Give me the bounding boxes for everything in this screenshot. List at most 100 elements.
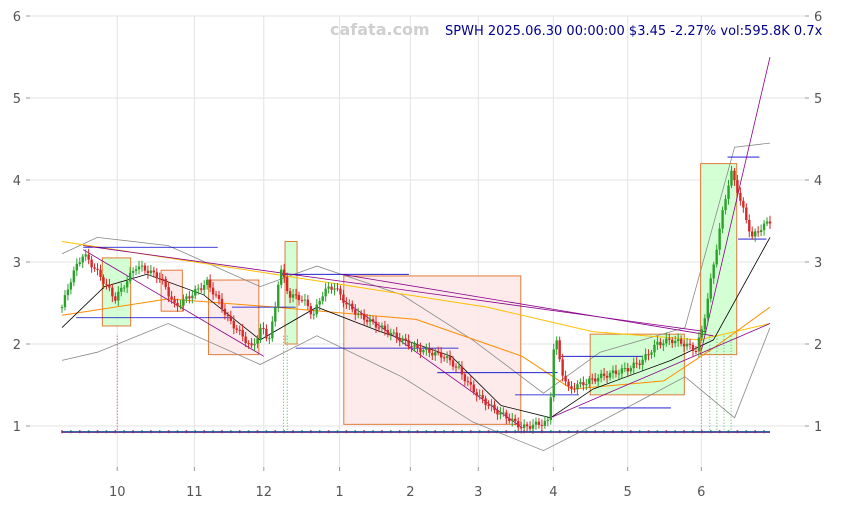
candle-body (69, 282, 73, 290)
candle-body (736, 180, 739, 193)
candle-body (401, 338, 404, 342)
candle-body (398, 338, 401, 342)
candle-body (140, 265, 144, 267)
candle-body (463, 374, 467, 382)
candle-body (383, 325, 387, 330)
candle-body (487, 405, 490, 407)
candle-body (72, 270, 76, 283)
candle-body (718, 228, 721, 250)
candle-body (508, 418, 511, 421)
candle-body (499, 412, 502, 415)
candle-body (66, 289, 70, 296)
candle-body (303, 299, 307, 301)
candle-body (244, 336, 247, 344)
candle-body (493, 404, 496, 411)
volume-strip (61, 430, 770, 434)
y-tick-label: 4 (814, 174, 822, 189)
candle-body (522, 424, 526, 429)
candle-body (392, 332, 395, 334)
candle-body (525, 424, 529, 427)
candle-body (676, 339, 680, 342)
candle-body (345, 303, 348, 305)
candle-body (214, 294, 218, 296)
trend-line (341, 298, 523, 428)
candle-body (419, 347, 422, 353)
y-tick-label: 5 (814, 92, 822, 107)
y-tick-label: 3 (13, 256, 21, 271)
candle-body (123, 287, 126, 289)
candle-body (753, 231, 757, 237)
candle-body (327, 286, 330, 289)
candle-body (285, 277, 289, 292)
candle-body (108, 284, 111, 288)
x-tick-label: 5 (624, 485, 632, 500)
candle-body (608, 372, 612, 378)
candle-body (623, 368, 627, 370)
candle-body (176, 302, 179, 307)
candle-body (416, 344, 419, 348)
candle-body (472, 384, 475, 393)
y-tick-label: 1 (13, 420, 21, 435)
candle-body (638, 363, 641, 365)
candle-body (81, 256, 84, 263)
candle-body (250, 343, 253, 346)
candle-body (665, 338, 668, 344)
candle-body (431, 352, 434, 356)
candle-body (253, 343, 256, 346)
candle-body (197, 288, 200, 290)
candle-body (256, 338, 259, 344)
candle-body (445, 356, 449, 358)
candle-body (768, 221, 772, 224)
candle-body (235, 328, 238, 330)
candle-body (457, 366, 461, 368)
candle-body (439, 352, 443, 358)
candle-body (131, 270, 135, 273)
candle-body (377, 327, 381, 329)
candle-body (724, 199, 727, 211)
y-tick-label: 1 (814, 420, 822, 435)
candle-body (333, 288, 336, 290)
candle-body (591, 378, 594, 380)
y-tick-label: 6 (13, 10, 21, 25)
candle-body (339, 288, 342, 295)
candle-body (93, 267, 96, 269)
candle-body (437, 352, 440, 354)
y-tick-label: 2 (13, 338, 21, 353)
candle-body (611, 370, 615, 373)
candle-body (374, 321, 378, 328)
candle-body (161, 278, 164, 280)
candle-body (454, 366, 458, 368)
candle-body (540, 424, 544, 426)
candle-body (733, 170, 736, 181)
zone-box-green (700, 163, 738, 356)
candle-body (78, 262, 81, 264)
candle-body (102, 277, 105, 284)
candle-body (528, 426, 532, 429)
y-tick-label: 5 (13, 92, 21, 107)
candle-body (226, 314, 230, 317)
candle-body (679, 339, 683, 344)
candle-body (691, 344, 695, 351)
candle-body (368, 319, 372, 322)
candle-body (191, 295, 194, 299)
candle-body (359, 313, 363, 315)
candle-body (694, 350, 698, 352)
candle-body (688, 343, 692, 345)
candle-body (641, 359, 644, 365)
candle-body (481, 394, 484, 399)
candle-body (558, 340, 561, 360)
candle-body (365, 319, 369, 322)
y-tick-label: 6 (814, 10, 822, 25)
candle-body (635, 362, 638, 364)
ma-slow-line (61, 241, 771, 341)
candle-body (60, 307, 64, 309)
candle-body (659, 341, 662, 346)
candle-body (128, 272, 132, 282)
candle-body (573, 388, 576, 390)
trend-line (341, 273, 714, 337)
candle-body (208, 279, 212, 288)
candle-body (555, 340, 558, 350)
candle-body (653, 344, 656, 353)
candle-body (90, 259, 93, 268)
